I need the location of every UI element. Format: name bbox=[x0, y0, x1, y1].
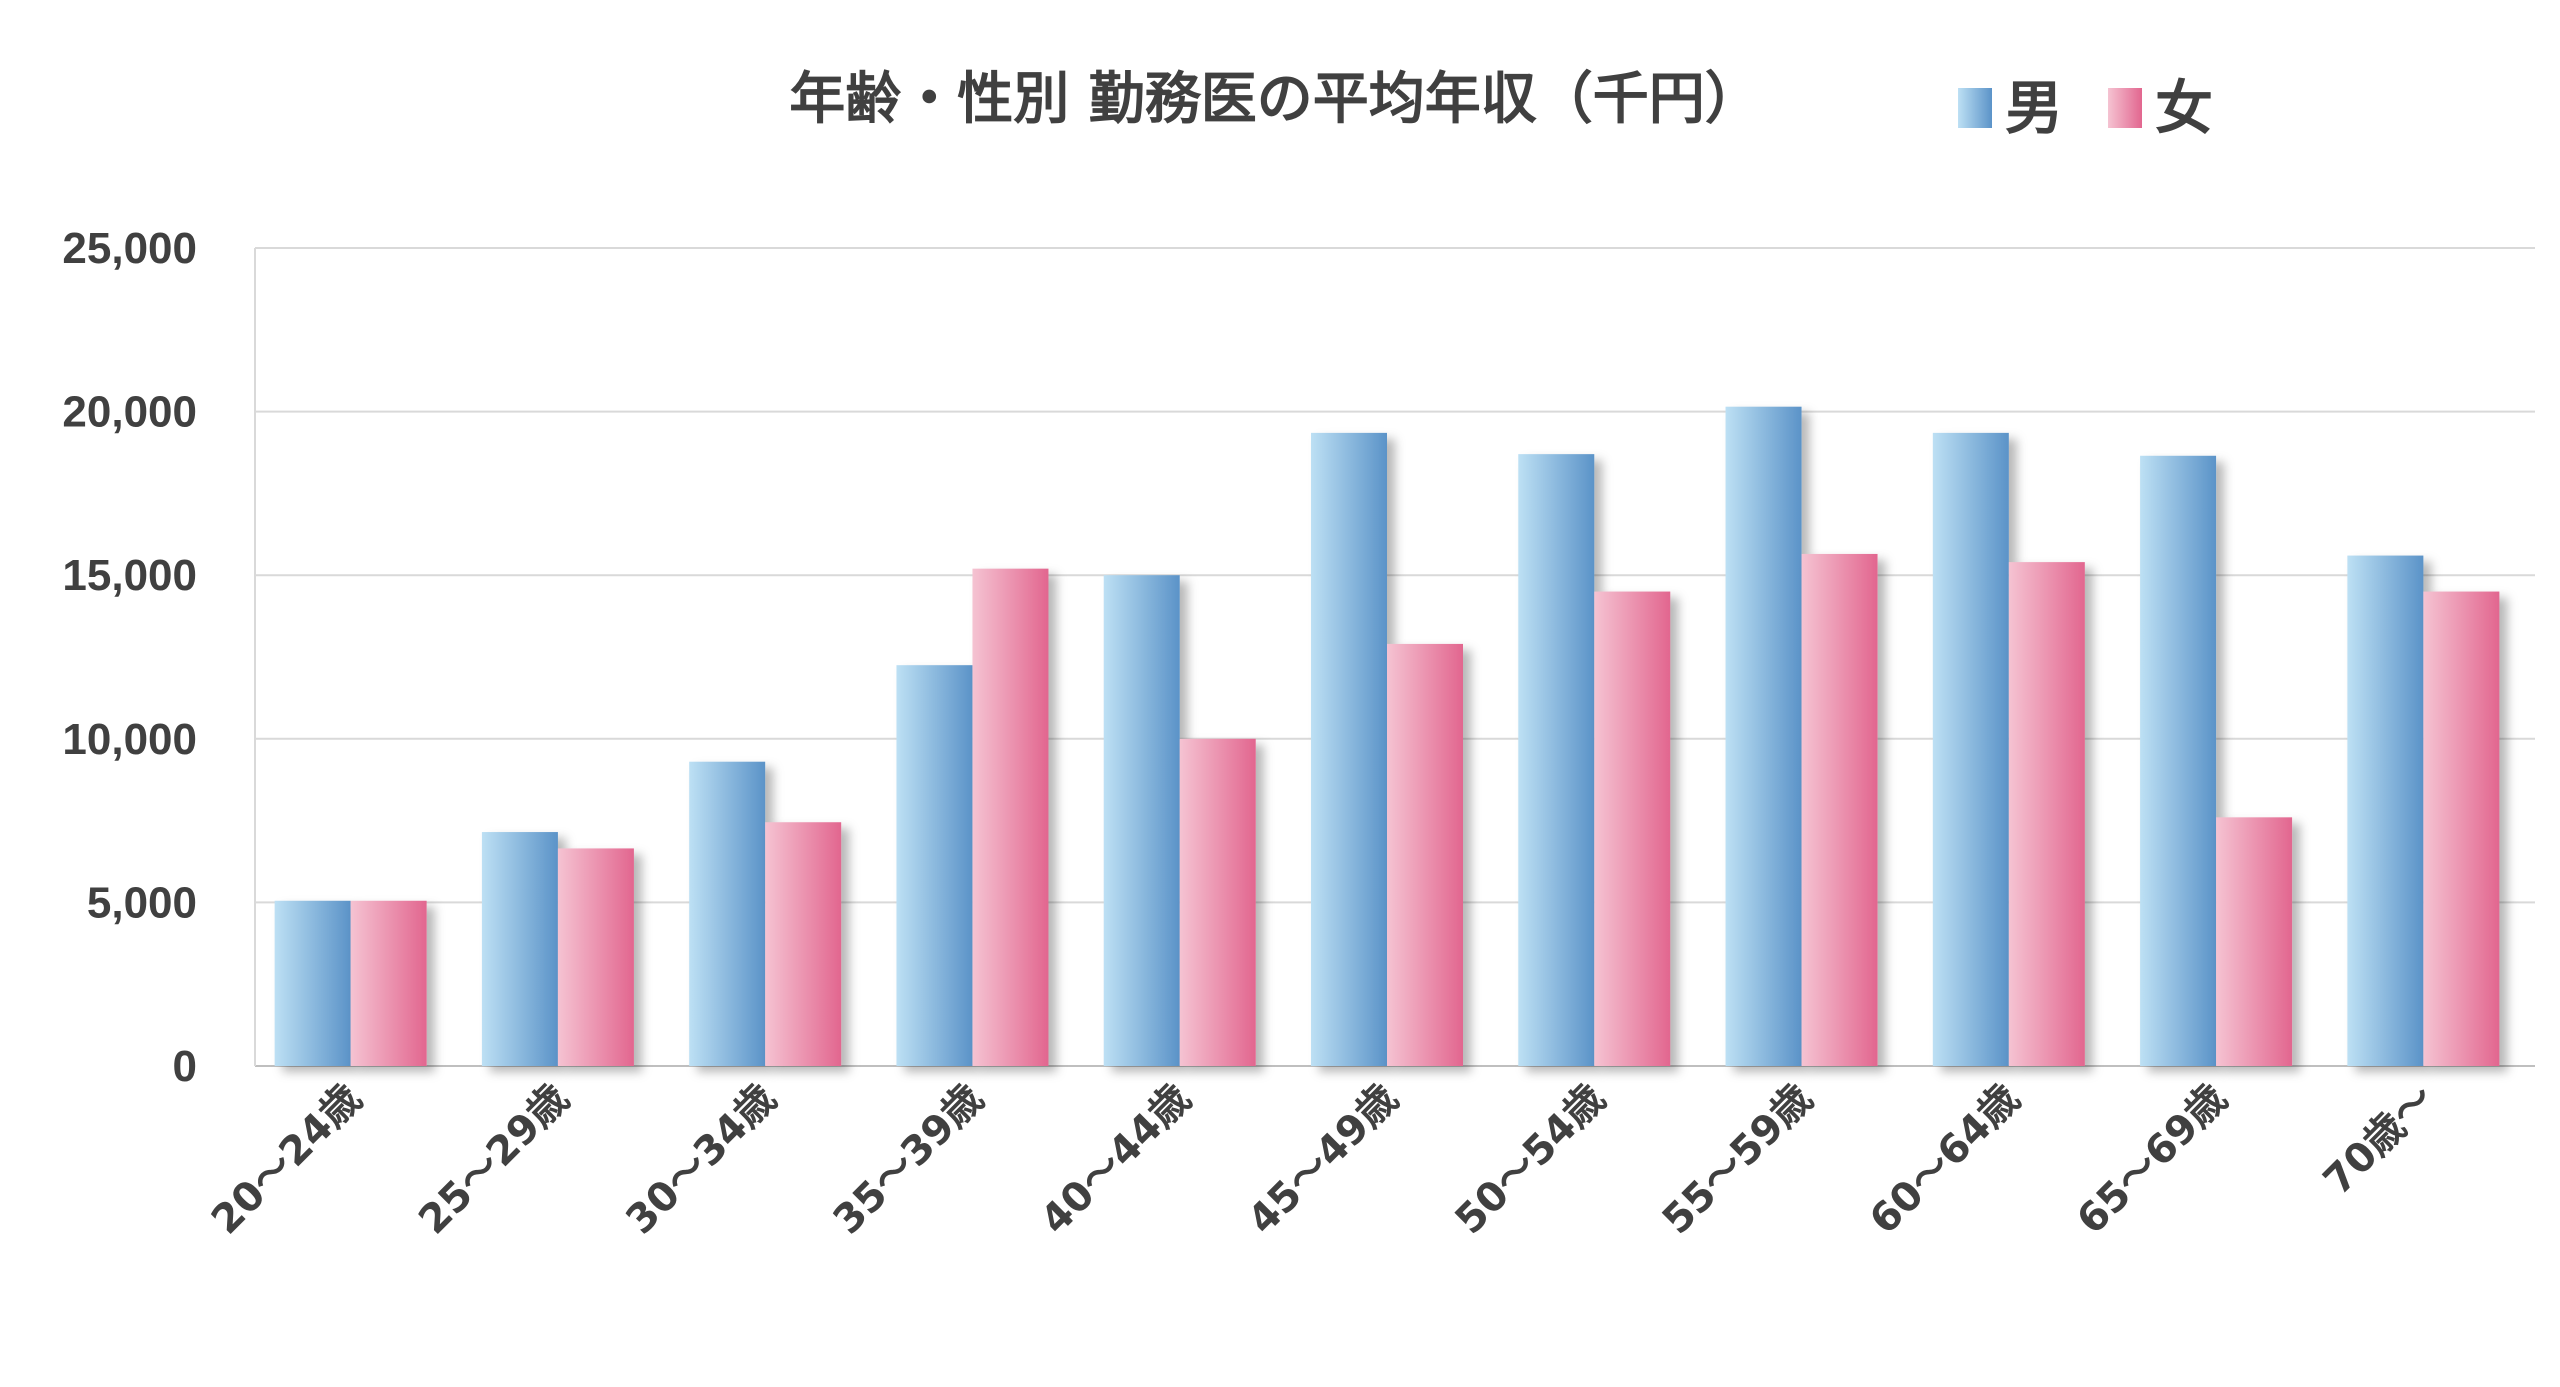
bar-female bbox=[2423, 591, 2500, 1066]
bar-male bbox=[274, 900, 351, 1066]
y-axis: 0 5,000 10,000 15,000 20,000 25,000 bbox=[62, 224, 197, 1091]
bar-male bbox=[2140, 455, 2217, 1067]
bar-female bbox=[765, 822, 842, 1066]
bar-male bbox=[481, 832, 558, 1066]
legend: 男 女 bbox=[1958, 74, 2213, 142]
bar-male bbox=[689, 761, 766, 1066]
bar-female bbox=[350, 900, 427, 1066]
x-tick-label: 50～54歳 bbox=[1447, 1076, 1615, 1244]
bar-female bbox=[2216, 817, 2293, 1066]
legend-label-female: 女 bbox=[2155, 74, 2213, 142]
bar-female bbox=[972, 568, 1049, 1066]
bar-male bbox=[1725, 406, 1802, 1066]
bar-male bbox=[2347, 555, 2424, 1066]
x-tick-label: 45～49歳 bbox=[1239, 1076, 1407, 1244]
x-tick-label: 55～59歳 bbox=[1654, 1076, 1822, 1244]
x-tick-label: 20～24歳 bbox=[203, 1076, 371, 1244]
y-tick-label: 5,000 bbox=[87, 878, 197, 927]
y-tick-label: 25,000 bbox=[62, 224, 197, 273]
chart-title: 年齢・性別 勤務医の平均年収（千円） bbox=[789, 67, 1761, 132]
y-tick-label: 20,000 bbox=[62, 388, 197, 437]
x-tick-label: 25～29歳 bbox=[410, 1076, 578, 1244]
bar-male bbox=[1518, 454, 1595, 1066]
x-axis: 20～24歳 25～29歳 30～34歳 35～39歳 40～44歳 45～49歳 50～5… bbox=[203, 1076, 2444, 1244]
x-tick-label: 65～69歳 bbox=[2068, 1076, 2236, 1244]
y-tick-label: 15,000 bbox=[62, 551, 197, 600]
bar-male bbox=[896, 665, 973, 1066]
bar-female bbox=[1594, 591, 1671, 1066]
x-tick-label: 70歳～ bbox=[2315, 1076, 2443, 1204]
bar-male bbox=[1103, 575, 1180, 1066]
bar-female bbox=[1801, 553, 1878, 1066]
bar-male bbox=[1932, 432, 2009, 1066]
bars bbox=[274, 406, 2500, 1067]
legend-label-male: 男 bbox=[2005, 74, 2063, 142]
bar-female bbox=[557, 848, 634, 1066]
bar-female bbox=[1179, 738, 1256, 1066]
y-tick-label: 0 bbox=[173, 1042, 197, 1091]
y-tick-label: 10,000 bbox=[62, 715, 197, 764]
legend-swatch-male bbox=[1958, 88, 1992, 128]
bar-female bbox=[1387, 643, 1463, 1066]
bar-female bbox=[2008, 562, 2085, 1066]
x-tick-label: 40～44歳 bbox=[1032, 1076, 1200, 1244]
bar-male bbox=[1311, 432, 1387, 1066]
legend-swatch-female bbox=[2108, 88, 2142, 128]
x-tick-label: 30～34歳 bbox=[617, 1076, 785, 1244]
x-tick-label: 35～39歳 bbox=[825, 1076, 993, 1244]
x-tick-label: 60～64歳 bbox=[1861, 1076, 2029, 1244]
